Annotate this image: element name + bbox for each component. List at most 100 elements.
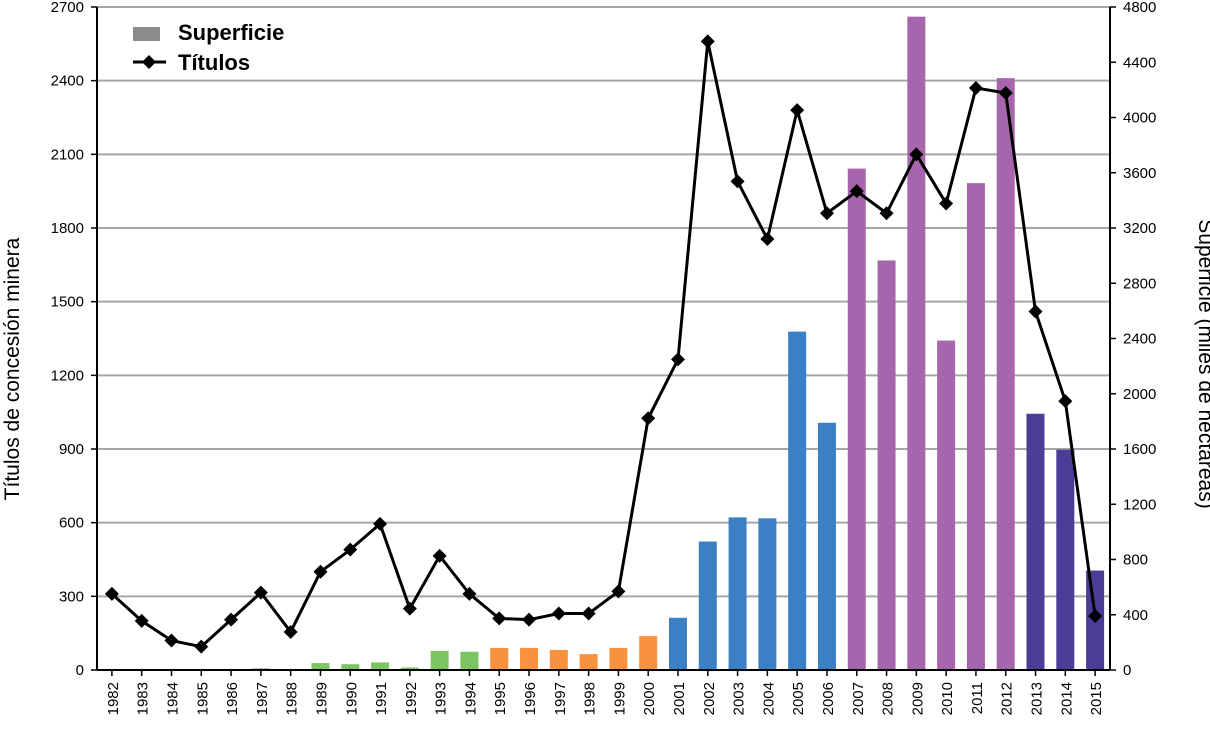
x-tick-label: 1996 <box>522 682 539 715</box>
bar-2013 <box>1026 413 1045 670</box>
x-tick-label: 1987 <box>254 682 271 715</box>
x-tick-label: 2000 <box>641 682 658 715</box>
gridlines <box>97 6 1110 671</box>
x-tick-label: 2008 <box>880 682 897 715</box>
point-1983 <box>134 613 149 628</box>
left-tick-label: 1200 <box>51 367 84 384</box>
left-axis-ticks: 0 300 600 900 1200 1500 1800 2100 2400 2700 <box>51 0 97 679</box>
point-2013 <box>1028 304 1043 319</box>
x-tick-label: 2015 <box>1088 682 1105 715</box>
point-2009 <box>909 147 924 162</box>
x-tick-label: 1982 <box>105 682 122 715</box>
x-tick-label: 1994 <box>462 682 479 715</box>
right-tick-label: 3200 <box>1123 220 1156 237</box>
bar-1998 <box>579 654 598 670</box>
point-2015 <box>1088 608 1103 623</box>
point-2014 <box>1058 394 1073 409</box>
x-tick-label: 1988 <box>284 682 301 715</box>
bar-1994 <box>460 651 479 670</box>
x-tick-label: 1985 <box>194 682 211 715</box>
x-tick-label: 1984 <box>164 682 181 715</box>
x-tick-label: 1995 <box>492 682 509 715</box>
point-1988 <box>283 624 298 639</box>
point-2001 <box>670 352 685 367</box>
x-tick-label: 1986 <box>224 682 241 715</box>
x-tick-label: 1998 <box>582 682 599 715</box>
x-tick-label: 2007 <box>850 682 867 715</box>
point-1990 <box>343 542 358 557</box>
bar-1992 <box>400 667 419 670</box>
x-tick-label: 1989 <box>313 682 330 715</box>
right-axis-ticks: 0 400 800 1200 1600 2000 2400 2800 3200 3600 4000 4… <box>1110 0 1156 679</box>
right-tick-label: 4400 <box>1123 54 1156 71</box>
x-tick-label: 1983 <box>135 682 152 715</box>
point-1989 <box>313 564 328 579</box>
right-tick-label: 400 <box>1123 607 1148 624</box>
right-tick-label: 1200 <box>1123 496 1156 513</box>
x-tick-label: 1991 <box>373 682 390 715</box>
left-axis-title: Títulos de concesión minera <box>1 237 24 500</box>
axes <box>96 7 1111 671</box>
point-2005 <box>790 103 805 118</box>
point-1996 <box>522 612 537 627</box>
left-tick-label: 300 <box>59 588 84 605</box>
x-axis-ticks: 1982 1983 1984 1985 1986 1987 1988 1989 1990 1991… <box>105 670 1105 715</box>
legend-superficie-label: Superficie <box>178 20 284 45</box>
right-tick-label: 3600 <box>1123 165 1156 182</box>
x-tick-label: 2014 <box>1058 682 1075 715</box>
titulos-line <box>104 34 1103 654</box>
point-2004 <box>760 232 775 247</box>
point-1992 <box>402 601 417 616</box>
point-2006 <box>819 206 834 221</box>
bar-2014 <box>1056 449 1075 670</box>
left-tick-label: 900 <box>59 441 84 458</box>
right-tick-label: 800 <box>1123 552 1148 569</box>
x-tick-label: 1993 <box>433 682 450 715</box>
point-2011 <box>968 81 983 96</box>
bar-2007 <box>847 168 866 670</box>
x-tick-label: 2009 <box>909 682 926 715</box>
point-1991 <box>373 516 388 531</box>
left-tick-label: 2700 <box>51 0 84 16</box>
point-1985 <box>194 639 209 654</box>
bar-1999 <box>609 647 628 670</box>
right-tick-label: 2400 <box>1123 331 1156 348</box>
bar-1995 <box>490 647 509 670</box>
right-tick-label: 2000 <box>1123 386 1156 403</box>
bar-1996 <box>520 647 539 670</box>
left-tick-label: 2400 <box>51 73 84 90</box>
bar-2001 <box>668 617 687 670</box>
point-1999 <box>611 584 626 599</box>
right-tick-label: 2800 <box>1123 275 1156 292</box>
point-1993 <box>432 548 447 563</box>
point-1986 <box>224 612 239 627</box>
bar-1997 <box>549 649 568 670</box>
bar-2002 <box>698 541 717 670</box>
right-tick-label: 4000 <box>1123 110 1156 127</box>
x-tick-label: 2010 <box>939 682 956 715</box>
point-1987 <box>253 585 268 600</box>
x-tick-label: 1999 <box>611 682 628 715</box>
legend-superficie-swatch <box>133 27 160 41</box>
right-tick-label: 4800 <box>1123 0 1156 16</box>
point-2000 <box>641 411 656 426</box>
right-tick-label: 0 <box>1123 662 1131 679</box>
x-tick-label: 2013 <box>1029 682 1046 715</box>
bar-2012 <box>996 78 1015 670</box>
x-tick-label: 1992 <box>403 682 420 715</box>
point-2010 <box>939 196 954 211</box>
left-tick-label: 2100 <box>51 146 84 163</box>
point-2002 <box>700 34 715 49</box>
left-tick-label: 1800 <box>51 220 84 237</box>
legend-titulos-label: Títulos <box>178 50 250 75</box>
point-1995 <box>492 611 507 626</box>
x-tick-label: 2002 <box>701 682 718 715</box>
bar-2000 <box>639 636 658 670</box>
x-tick-label: 2006 <box>820 682 837 715</box>
bar-1989 <box>311 663 330 670</box>
x-tick-label: 2012 <box>999 682 1016 715</box>
bar-2005 <box>788 331 807 670</box>
x-tick-label: 2004 <box>760 682 777 715</box>
point-2007 <box>849 184 864 199</box>
point-1984 <box>164 633 179 648</box>
